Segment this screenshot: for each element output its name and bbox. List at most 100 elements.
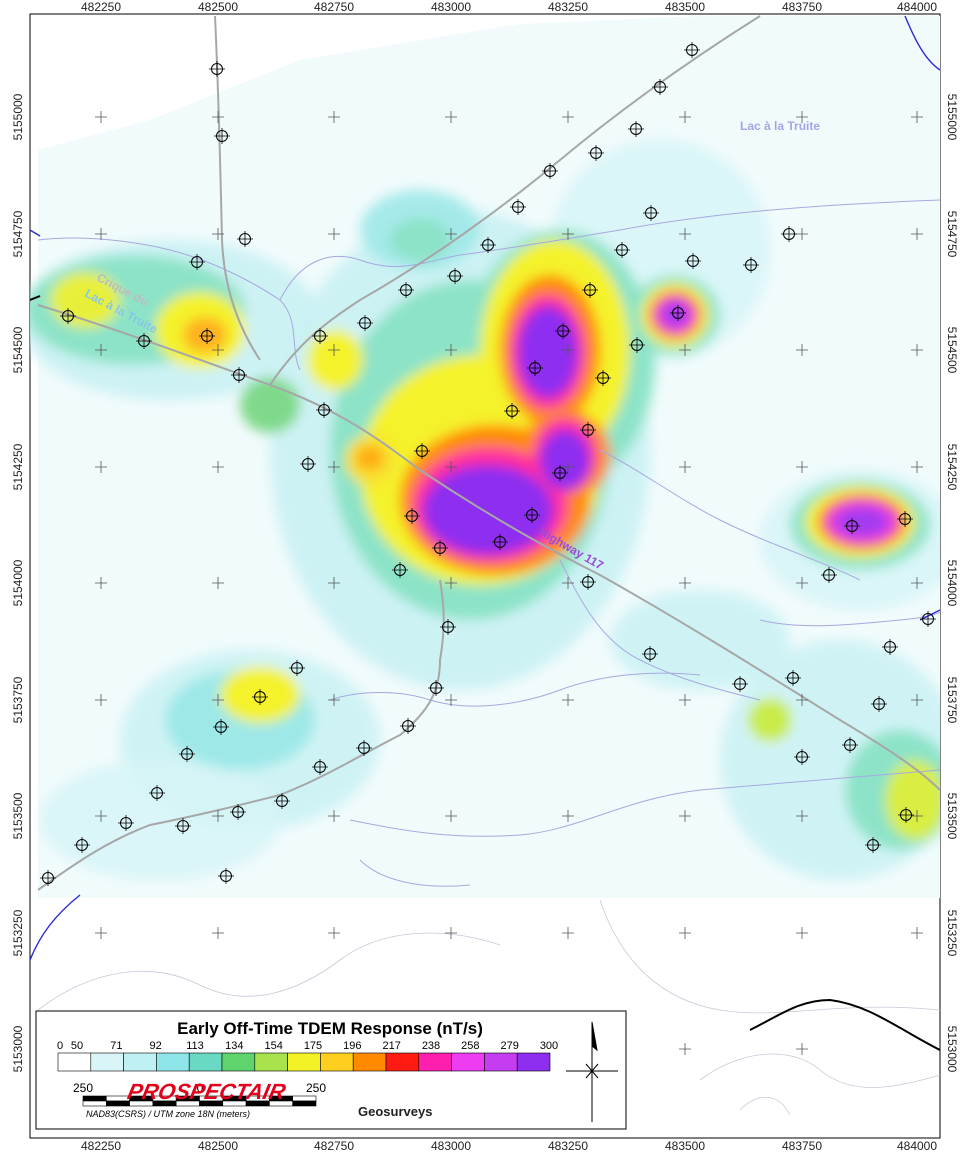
- fiducial-marker-icon: [684, 42, 700, 58]
- fiducial-marker-icon: [670, 305, 686, 321]
- fiducial-marker-icon: [871, 696, 887, 712]
- legend-value: 238: [422, 1040, 440, 1052]
- grid-cross: [911, 694, 923, 706]
- fiducial-marker-icon: [252, 689, 268, 705]
- grid-cross: [212, 461, 224, 473]
- grid-cross: [679, 111, 691, 123]
- fiducial-marker-icon: [652, 79, 668, 95]
- grid-crosses: [95, 111, 923, 1055]
- y-tick-left: 5154000: [11, 559, 25, 606]
- fiducial-marker-icon: [199, 328, 215, 344]
- y-tick-labels-left: 5155000 5154750 5154500 5154250 5154000 51537…: [11, 93, 25, 1072]
- y-tick-left: 5153750: [11, 676, 25, 723]
- fiducial-marker-icon: [588, 145, 604, 161]
- fiducial-marker-icon: [356, 740, 372, 756]
- legend-swatch: [451, 1052, 485, 1072]
- fiducial-marker-icon: [136, 333, 152, 349]
- grid-cross: [328, 344, 340, 356]
- boundary-line-nw: [30, 295, 41, 301]
- fiducial-marker-icon: [595, 370, 611, 386]
- grid-cross: [212, 344, 224, 356]
- grid-cross: [796, 810, 808, 822]
- grid-cross: [95, 111, 107, 123]
- fiducial-marker-icon: [40, 870, 56, 886]
- grid-cross: [212, 810, 224, 822]
- grid-cross: [328, 111, 340, 123]
- x-tick-labels-bottom: 482250 482500 482750 483000 483250 483500 4837…: [81, 1139, 937, 1153]
- y-tick-left: 5153000: [11, 1025, 25, 1072]
- grid-cross: [328, 461, 340, 473]
- legend-value: 175: [304, 1040, 322, 1052]
- fiducial-marker-icon: [542, 163, 558, 179]
- logo-geosurveys: Geosurveys: [358, 1104, 432, 1119]
- x-tick-top: 483750: [782, 0, 822, 14]
- legend-value: 300: [540, 1040, 558, 1052]
- fiducial-marker-icon: [685, 253, 701, 269]
- legend-swatch: [385, 1052, 420, 1072]
- legend-title: Early Off-Time TDEM Response (nT/s): [177, 1019, 483, 1038]
- fiducial-marker-icon: [642, 646, 658, 662]
- x-tick-top: 484000: [897, 0, 937, 14]
- grid-cross: [95, 694, 107, 706]
- grid-cross: [796, 461, 808, 473]
- grid-cross: [445, 111, 457, 123]
- legend-swatch: [123, 1052, 157, 1072]
- grid-cross: [562, 228, 574, 240]
- grid-cross: [796, 927, 808, 939]
- x-tick-bottom: 482250: [81, 1139, 121, 1153]
- grid-cross: [796, 228, 808, 240]
- x-tick-bottom: 482750: [314, 1139, 354, 1153]
- fiducial-marker-icon: [440, 619, 456, 635]
- fiducial-marker-icon: [743, 257, 759, 273]
- grid-cross: [212, 577, 224, 589]
- x-tick-bottom: 482500: [198, 1139, 238, 1153]
- fiducial-marker-icon: [882, 639, 898, 655]
- x-tick-bottom: 483250: [548, 1139, 588, 1153]
- legend-swatch: [352, 1052, 387, 1072]
- grid-cross: [562, 577, 574, 589]
- grid-cross: [562, 927, 574, 939]
- fiducial-marker-icon: [118, 815, 134, 831]
- grid-cross: [95, 927, 107, 939]
- legend-colorbar: [57, 1052, 551, 1072]
- grid-cross: [328, 810, 340, 822]
- fiducial-marker-icon: [400, 718, 416, 734]
- water-features: [37, 199, 940, 887]
- x-tick-top: 482500: [198, 0, 238, 14]
- fiducial-marker-icon: [492, 534, 508, 550]
- grid-cross: [562, 810, 574, 822]
- y-tick-right: 5154000: [945, 560, 959, 607]
- fiducial-marker-icon: [865, 837, 881, 853]
- grid-cross: [445, 461, 457, 473]
- grid-cross: [679, 577, 691, 589]
- fiducial-marker-icon: [628, 121, 644, 137]
- legend-swatch: [320, 1052, 354, 1072]
- fiducial-marker-icon: [732, 676, 748, 692]
- grid-cross: [562, 344, 574, 356]
- fiducial-marker-icon: [392, 562, 408, 578]
- grid-cross: [679, 228, 691, 240]
- fiducial-marker-icon: [897, 511, 913, 527]
- fiducial-marker-icon: [300, 456, 316, 472]
- north-arrow-icon: [566, 1021, 618, 1122]
- fiducial-marker-icon: [312, 759, 328, 775]
- grid-cross: [911, 577, 923, 589]
- grid-cross: [445, 927, 457, 939]
- grid-cross: [328, 577, 340, 589]
- fiducial-marker-icon: [794, 749, 810, 765]
- y-tick-right: 5154250: [945, 444, 959, 491]
- grid-cross: [679, 461, 691, 473]
- roads: [37, 15, 940, 891]
- scale-label-right: 250: [306, 1081, 326, 1095]
- grid-cross: [95, 344, 107, 356]
- grid-cross: [95, 810, 107, 822]
- scale-bar: 250 0 250 NAD83(CSRS) / UTM zone 18N (me…: [73, 1081, 326, 1119]
- fiducial-marker-icon: [237, 231, 253, 247]
- fiducial-marker-icon: [842, 737, 858, 753]
- y-tick-right: 5155000: [945, 94, 959, 141]
- fiducial-marker-icon: [404, 508, 420, 524]
- y-tick-right: 5153000: [945, 1026, 959, 1073]
- y-tick-right: 5153500: [945, 793, 959, 840]
- legend-swatch: [254, 1052, 288, 1072]
- grid-cross: [95, 577, 107, 589]
